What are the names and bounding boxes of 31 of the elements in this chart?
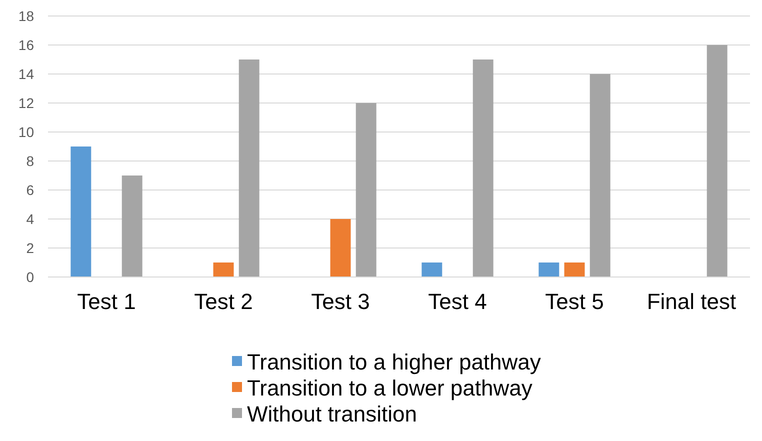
legend-label: Transition to a higher pathway	[247, 350, 541, 375]
x-tick-label: Test 1	[77, 289, 136, 314]
legend-label: Without transition	[247, 402, 417, 427]
bar	[422, 262, 442, 277]
y-tick-label: 4	[26, 210, 34, 227]
bar	[122, 176, 142, 277]
x-tick-label: Final test	[646, 289, 736, 314]
bar	[330, 219, 351, 277]
x-tick-label: Test 5	[545, 289, 604, 314]
y-tick-label: 18	[18, 8, 34, 24]
y-tick-label: 6	[26, 182, 34, 198]
y-tick-label: 10	[18, 124, 34, 140]
y-tick-label: 0	[26, 268, 34, 285]
bar	[564, 262, 585, 277]
y-tick-label: 16	[18, 36, 34, 53]
y-tick-label: 2	[26, 240, 34, 256]
bar	[213, 262, 234, 277]
y-tick-label: 8	[26, 152, 34, 169]
legend-label: Transition to a lower pathway	[247, 376, 532, 401]
bar	[356, 103, 376, 277]
bar	[70, 146, 92, 277]
bar	[706, 45, 728, 277]
y-tick-label: 12	[18, 94, 34, 111]
bar	[538, 262, 560, 277]
bar	[472, 60, 494, 277]
x-tick-label: Test 2	[194, 289, 253, 314]
y-tick-label: 14	[18, 66, 34, 82]
bar	[238, 60, 260, 277]
bar	[590, 74, 610, 277]
x-tick-label: Test 4	[428, 289, 487, 314]
x-tick-label: Test 3	[311, 289, 370, 314]
